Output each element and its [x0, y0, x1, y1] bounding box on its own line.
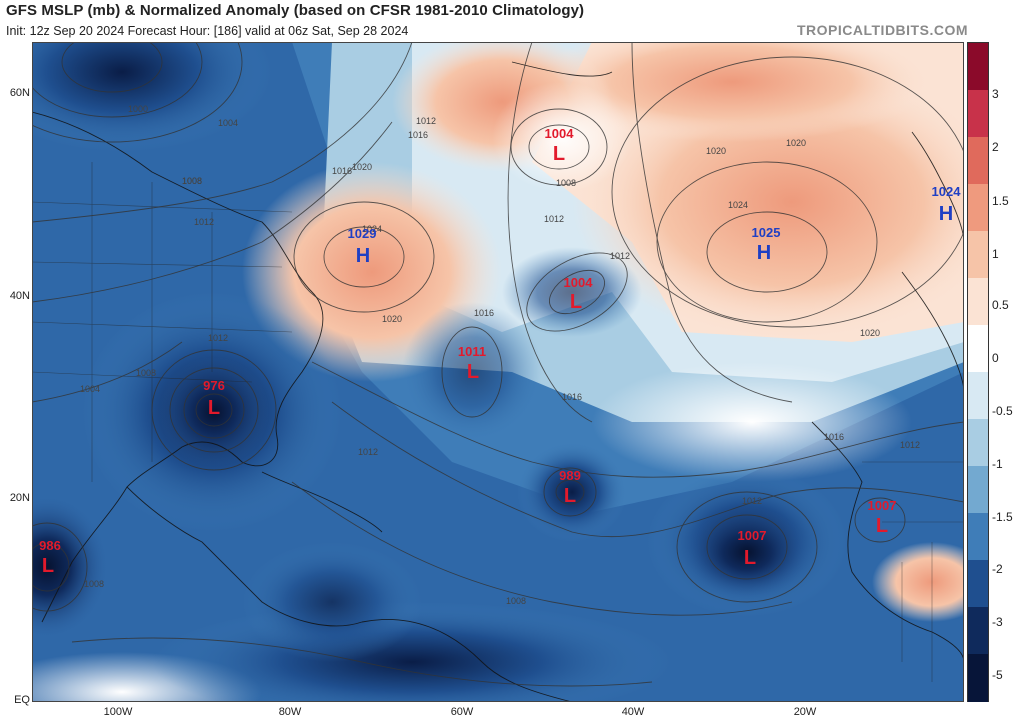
- colorbar-tick-label: 3: [992, 87, 999, 101]
- isobar-label: 1012: [610, 251, 630, 261]
- high-marker: H: [939, 203, 953, 225]
- colorbar-segment: [968, 43, 988, 91]
- low-pressure-value: 986: [39, 538, 61, 553]
- high-marker: H: [757, 242, 771, 264]
- low-pressure-value: 1004: [564, 275, 594, 290]
- isobar-label: 1012: [416, 116, 436, 126]
- isobar-label: 1004: [80, 384, 100, 394]
- colorbar-segment: [968, 278, 988, 326]
- isobar-label: 1012: [742, 496, 762, 506]
- colorbar-segment: [968, 466, 988, 514]
- colorbar-tick-label: -0.5: [992, 404, 1013, 418]
- colorbar-segment: [968, 325, 988, 373]
- map-title: GFS MSLP (mb) & Normalized Anomaly (base…: [6, 2, 585, 19]
- colorbar-tick-label: 1.5: [992, 194, 1009, 208]
- low-pressure-value: 1011: [458, 344, 486, 359]
- low-marker: L: [564, 485, 576, 507]
- map-subtitle: Init: 12z Sep 20 2024 Forecast Hour: [18…: [6, 24, 409, 38]
- colorbar-tick-label: -3: [992, 615, 1003, 629]
- colorbar-tick-label: 0: [992, 351, 999, 365]
- colorbar-segment: [968, 90, 988, 138]
- colorbar-tick-label: -2: [992, 562, 1003, 576]
- low-pressure-value: 1007: [868, 498, 897, 513]
- colorbar-tick-label: 1: [992, 247, 999, 261]
- low-pressure-value: 976: [203, 378, 225, 393]
- isobar-label: 1004: [218, 118, 238, 128]
- low-marker: L: [744, 547, 756, 569]
- high-marker: H: [356, 245, 370, 267]
- isobar-label: 1020: [352, 162, 372, 172]
- isobar-label: 1016: [408, 130, 428, 140]
- low-pressure-value: 1007: [738, 528, 767, 543]
- low-pressure-value: 989: [559, 468, 581, 483]
- isobar-label: 1024: [362, 224, 382, 234]
- isobar-labels: 1000 1004 1008 1012 1016 1020 1024 1008 …: [80, 104, 920, 606]
- isobar-label: 1000: [128, 104, 148, 114]
- isobar-label: 1020: [706, 146, 726, 156]
- isobar-label: 1024: [728, 200, 748, 210]
- colorbar-segment: [968, 372, 988, 420]
- lon-tick-40w: 40W: [621, 706, 645, 718]
- colorbar-tick-label: 2: [992, 140, 999, 154]
- lon-tick-100w: 100W: [103, 706, 133, 718]
- pressure-systems: 976 L 986 L 989 L 1007 L 1007 L 1011 L 1…: [39, 126, 961, 577]
- isobar-label: 1016: [562, 392, 582, 402]
- colorbar-segment: [968, 607, 988, 655]
- lon-tick-60w: 60W: [450, 706, 474, 718]
- lat-tick-40n: 40N: [9, 290, 30, 302]
- isobar-label: 1020: [860, 328, 880, 338]
- isobar-label: 1008: [84, 579, 104, 589]
- anomaly-map: 1000 1004 1008 1012 1016 1020 1024 1008 …: [32, 42, 964, 702]
- lat-tick-eq: EQ: [14, 694, 30, 706]
- colorbar-segment: [968, 231, 988, 279]
- isobar-label: 1012: [194, 217, 214, 227]
- colorbar-segment: [968, 419, 988, 467]
- isobar-label: 1008: [506, 596, 526, 606]
- high-pressure-value: 1025: [752, 225, 781, 240]
- colorbar-tick-label: 0.5: [992, 298, 1009, 312]
- isobar-label: 1008: [182, 176, 202, 186]
- low-marker: L: [42, 555, 54, 577]
- low-pressure-value: 1004: [545, 126, 575, 141]
- colorbar-tick-label: -1.5: [992, 510, 1013, 524]
- isobar-label: 1012: [544, 214, 564, 224]
- colorbar-segment: [968, 184, 988, 232]
- lat-tick-60n: 60N: [9, 87, 30, 99]
- lat-tick-20n: 20N: [9, 492, 30, 504]
- map-canvas: 1000 1004 1008 1012 1016 1020 1024 1008 …: [32, 42, 964, 702]
- low-marker: L: [876, 515, 888, 537]
- isobar-label: 1008: [556, 178, 576, 188]
- isobar-label: 1020: [382, 314, 402, 324]
- low-marker: L: [553, 143, 565, 165]
- colorbar-segment: [968, 654, 988, 702]
- brand-watermark: TROPICALTIDBITS.COM: [796, 22, 968, 38]
- low-marker: L: [570, 291, 582, 313]
- high-pressure-value: 1029: [348, 226, 377, 241]
- high-pressure-value: 1024: [932, 184, 962, 199]
- low-marker: L: [208, 397, 220, 419]
- isobar-label: 1016: [824, 432, 844, 442]
- isobar-label: 1012: [358, 447, 378, 457]
- isobar-label: 1012: [208, 333, 228, 343]
- colorbar-segment: [968, 513, 988, 561]
- lon-tick-20w: 20W: [793, 706, 817, 718]
- lon-tick-80w: 80W: [278, 706, 302, 718]
- colorbar-segment: [968, 560, 988, 608]
- colorbar-segment: [968, 137, 988, 185]
- isobar-label: 1020: [786, 138, 806, 148]
- low-marker: L: [467, 361, 479, 383]
- isobar-label: 1008: [136, 368, 156, 378]
- isobar-label: 1016: [332, 166, 352, 176]
- colorbar-tick-label: -5: [992, 668, 1003, 682]
- colorbar-tick-label: -1: [992, 457, 1003, 471]
- isobar-label: 1016: [474, 308, 494, 318]
- anomaly-colorbar: [967, 42, 989, 702]
- isobar-label: 1008: [182, 176, 202, 186]
- isobar-label: 1012: [900, 440, 920, 450]
